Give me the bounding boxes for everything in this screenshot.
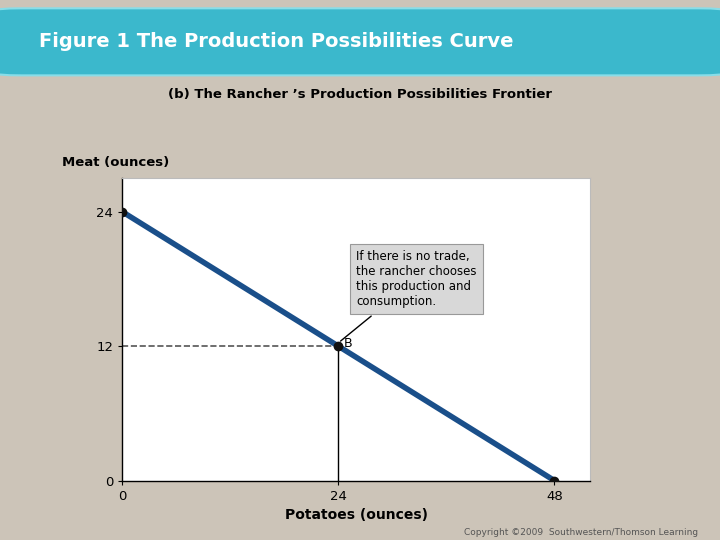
FancyBboxPatch shape [0,8,720,76]
Text: (b) The Rancher ’s Production Possibilities Frontier: (b) The Rancher ’s Production Possibilit… [168,88,552,101]
Text: If there is no trade,
the rancher chooses
this production and
consumption.: If there is no trade, the rancher choose… [341,250,477,341]
Text: Meat (ounces): Meat (ounces) [61,156,168,169]
Text: Copyright ©2009  Southwestern/Thomson Learning: Copyright ©2009 Southwestern/Thomson Lea… [464,528,698,537]
Text: B: B [344,338,352,350]
X-axis label: Potatoes (ounces): Potatoes (ounces) [285,508,428,522]
Text: Figure 1 The Production Possibilities Curve: Figure 1 The Production Possibilities Cu… [39,32,513,51]
